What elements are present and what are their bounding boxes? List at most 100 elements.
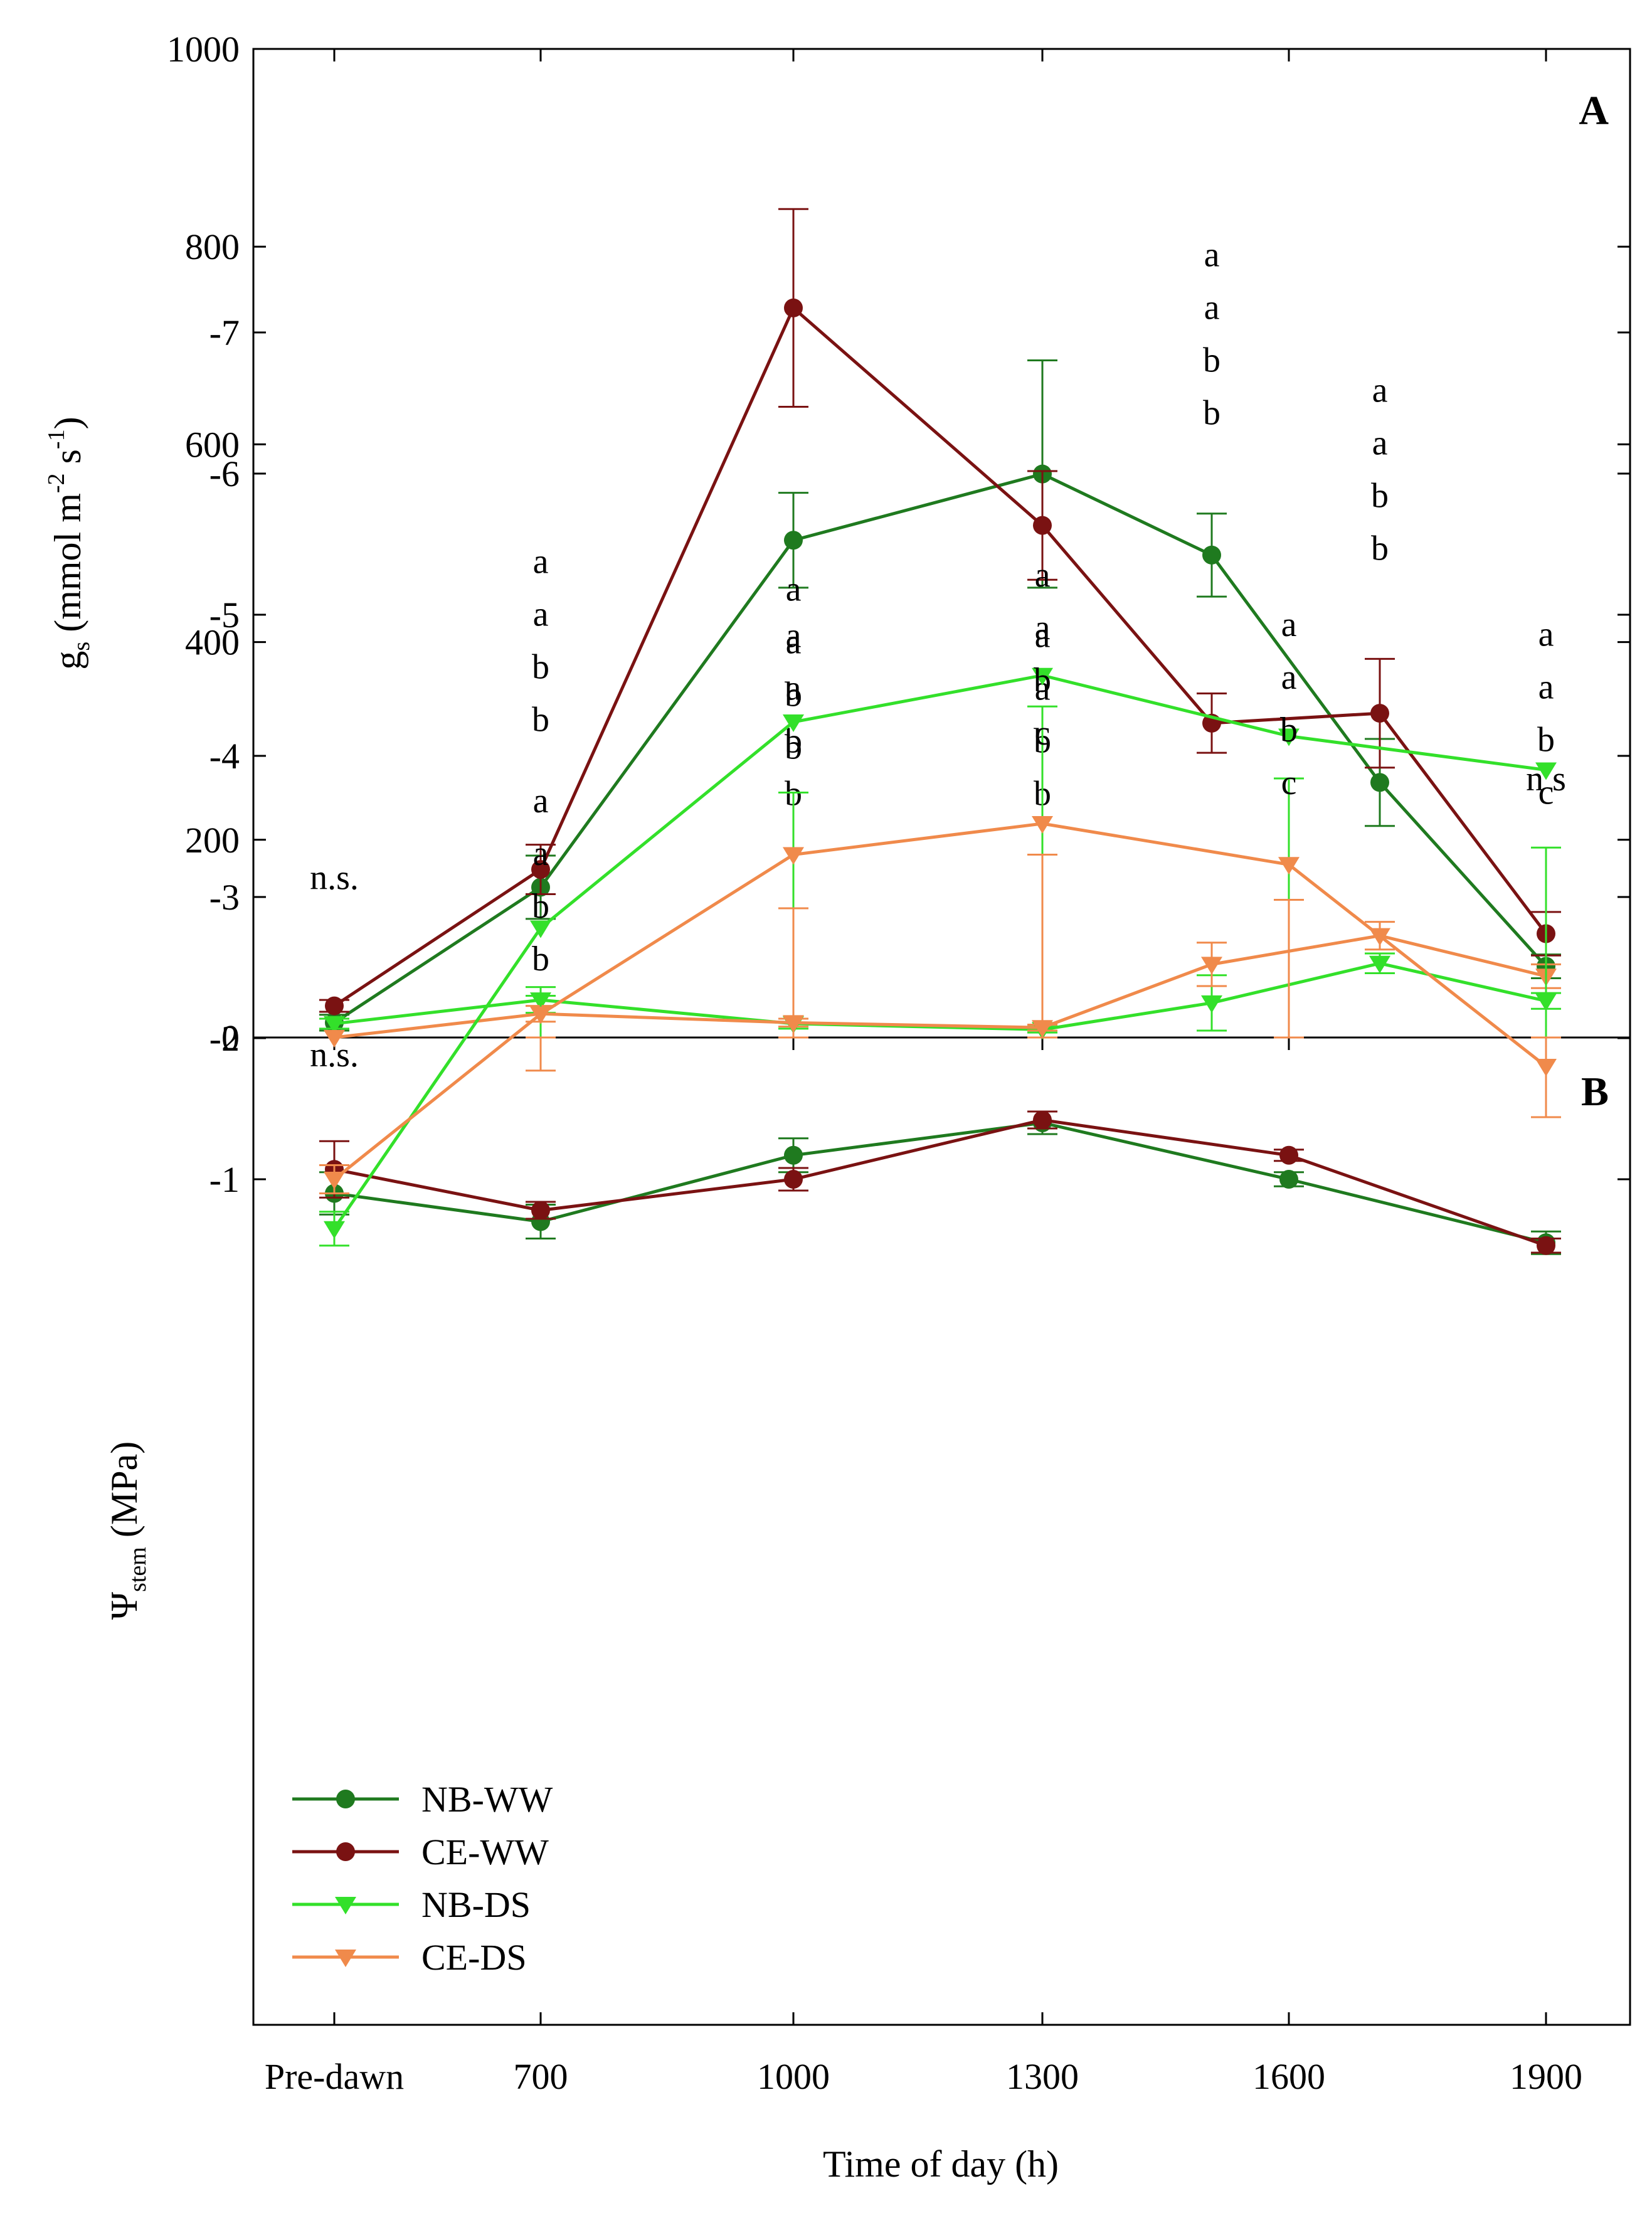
panel-b-ytick-label: -7 bbox=[209, 312, 240, 353]
panel-a-significance-letter: b bbox=[1203, 341, 1220, 380]
panel-a-significance-letter: b bbox=[532, 700, 549, 739]
panel-a-significance-letter: a bbox=[786, 616, 802, 655]
panel-b-ce-ds-point bbox=[1278, 857, 1300, 875]
panel-b-ylabel: Ψstem (MPa) bbox=[103, 1441, 151, 1620]
panel-b-ce-ds-point bbox=[1535, 1059, 1557, 1076]
panel-b-ytick-label: -6 bbox=[209, 454, 240, 494]
legend-marker-ce-ww bbox=[336, 1842, 355, 1861]
panel-a-significance-letter: a bbox=[786, 669, 802, 708]
panel-a-significance-letter: b bbox=[1203, 394, 1220, 433]
panel-b-significance-letter: a bbox=[1035, 608, 1051, 647]
panel-b-significance-letter: c bbox=[1035, 714, 1051, 753]
panel-a-nb-ww-point bbox=[1370, 773, 1389, 792]
panel-b-nb-ds-point bbox=[1535, 762, 1557, 780]
xtick-label: 1600 bbox=[1252, 2056, 1325, 2097]
panel-b-ce-ww-point bbox=[1279, 1145, 1298, 1165]
legend-label-nb-ds: NB-DS bbox=[421, 1884, 531, 1925]
panel-a-ytick-label: 400 bbox=[185, 622, 240, 663]
panel-b-ytick-label: -5 bbox=[209, 595, 240, 635]
panel-b-significance-letter: a bbox=[1538, 615, 1554, 654]
panel-a-significance-letter: a bbox=[1372, 424, 1388, 463]
panel-b-nb-ds-point bbox=[530, 920, 551, 938]
panel-b-significance-letter: b bbox=[1537, 721, 1555, 760]
panel-a-nb-ww-point bbox=[784, 531, 803, 550]
x-axis-title: Time of day (h) bbox=[823, 2143, 1059, 2185]
legend-label-nb-ww: NB-WW bbox=[421, 1779, 553, 1820]
panel-b-significance-letter: b bbox=[785, 676, 802, 714]
panel-b-nb-ds-point bbox=[324, 1221, 345, 1239]
panel-b-nb-ww-point bbox=[784, 1145, 803, 1165]
panel-b-ce-ww-point bbox=[1033, 1110, 1052, 1130]
panel-b-ce-ds-line bbox=[333, 822, 1547, 1181]
panel-a-significance-letter: a bbox=[1204, 289, 1220, 327]
panel-b-significance-letter: b bbox=[1280, 711, 1298, 750]
panel-b-ce-ds-point bbox=[783, 847, 804, 865]
panel-b-significance-letter: a bbox=[533, 834, 549, 873]
panel-b-significance-letter: a bbox=[1538, 668, 1554, 707]
panel-b-significance-letter: a bbox=[1281, 605, 1297, 644]
panel-b-nb-ww-line bbox=[334, 1121, 1547, 1244]
panel-b-nb-ww-point bbox=[1279, 1170, 1298, 1189]
panel-b-significance-letter: a bbox=[1035, 556, 1051, 595]
panel-a-ytick-label: 1000 bbox=[167, 29, 240, 70]
panel-b-ce-ds-point bbox=[1032, 816, 1053, 834]
panel-b-ytick-label: -3 bbox=[209, 877, 240, 918]
panel-b-significance-letter: a bbox=[1281, 658, 1297, 697]
panel-b-ce-ww-point bbox=[531, 1201, 550, 1220]
panel-a-significance-letter: a bbox=[1035, 616, 1051, 655]
panel-b-significance-letter: b bbox=[1034, 661, 1051, 700]
panel-b-significance-letter: c bbox=[1538, 773, 1554, 812]
panel-a-ce-ww-point bbox=[784, 298, 803, 317]
xtick-label: 1000 bbox=[757, 2056, 830, 2097]
panel-b-significance-letter: a bbox=[533, 782, 549, 820]
panel-b-ytick-label: -2 bbox=[209, 1018, 240, 1059]
legend-label-ce-ww: CE-WW bbox=[421, 1832, 549, 1872]
panel-a-ce-ww-point bbox=[531, 860, 550, 879]
legend-marker-nb-ds bbox=[335, 1897, 356, 1914]
panel-a-significance-letter: b bbox=[1371, 529, 1389, 568]
panel-a-significance-letter: b bbox=[532, 647, 549, 686]
panel-a-significance-letter: a bbox=[1204, 236, 1220, 275]
panel-a-ytick-label: 800 bbox=[185, 226, 240, 267]
panel-b-ce-ww-point bbox=[1537, 1236, 1555, 1255]
xtick-label: 700 bbox=[514, 2056, 568, 2097]
panel-a-nb-ds-point bbox=[1369, 955, 1390, 974]
panel-a-ce-ds-point bbox=[324, 1030, 345, 1048]
legend-marker-nb-ww bbox=[336, 1790, 355, 1808]
panel-a-ylabel: gs (mmol m-2 s-1) bbox=[43, 417, 95, 669]
panel-b-ce-ww-point bbox=[784, 1170, 803, 1189]
panel-a-significance-letter: a bbox=[533, 542, 549, 581]
panel-a-ce-ww-point bbox=[1370, 704, 1389, 723]
legend-label-ce-ds: CE-DS bbox=[421, 1937, 527, 1978]
panel-a-ytick-label: 600 bbox=[185, 424, 240, 465]
panel-b-significance-letter: b bbox=[532, 887, 549, 926]
panel-a-significance-letter: b bbox=[1371, 477, 1389, 516]
panel-b-nb-ds-point bbox=[783, 714, 804, 732]
panel-b-significance-letter: c bbox=[1281, 763, 1297, 802]
panel-b-significance-letter: b bbox=[532, 940, 549, 979]
panel-b-significance-letter: a bbox=[786, 570, 802, 609]
panel-a-letter: A bbox=[1579, 88, 1609, 134]
panel-a-ce-ww-point bbox=[325, 996, 344, 1016]
panel-b-nb-ds-point bbox=[1032, 667, 1053, 686]
panel-a-ce-ds-point bbox=[1201, 957, 1222, 975]
panel-b-significance-letter: n.s. bbox=[310, 1036, 359, 1075]
panel-a-nb-ds-point bbox=[324, 1016, 345, 1034]
panel-b-ce-ww-line bbox=[334, 1118, 1547, 1248]
panel-b-ce-ds-point bbox=[324, 1172, 345, 1189]
panel-b-significance-letter: b bbox=[785, 728, 802, 767]
panel-b-nb-ds-point bbox=[1278, 728, 1300, 746]
xtick-label: 1300 bbox=[1006, 2056, 1079, 2097]
panel-a-ce-ww-point bbox=[1033, 516, 1052, 535]
panel-b-ce-ds-point bbox=[530, 1006, 551, 1024]
panel-a-nb-ww-point bbox=[1202, 545, 1221, 565]
panel-a-nb-ds-point bbox=[1201, 995, 1222, 1013]
panel-a-significance-letter: a bbox=[533, 595, 549, 634]
panel-a-ytick-label: 200 bbox=[185, 820, 240, 861]
panel-b-frame bbox=[252, 1036, 1631, 2026]
xtick-label: Pre-dawn bbox=[265, 2056, 404, 2097]
panel-b-letter: B bbox=[1581, 1069, 1609, 1115]
panel-b-ytick-label: -4 bbox=[209, 736, 240, 777]
